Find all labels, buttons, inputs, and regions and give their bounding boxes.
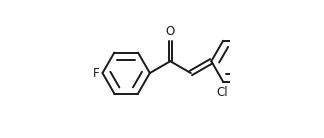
Text: F: F	[92, 67, 99, 79]
Text: Cl: Cl	[216, 86, 227, 99]
Text: O: O	[166, 25, 175, 38]
